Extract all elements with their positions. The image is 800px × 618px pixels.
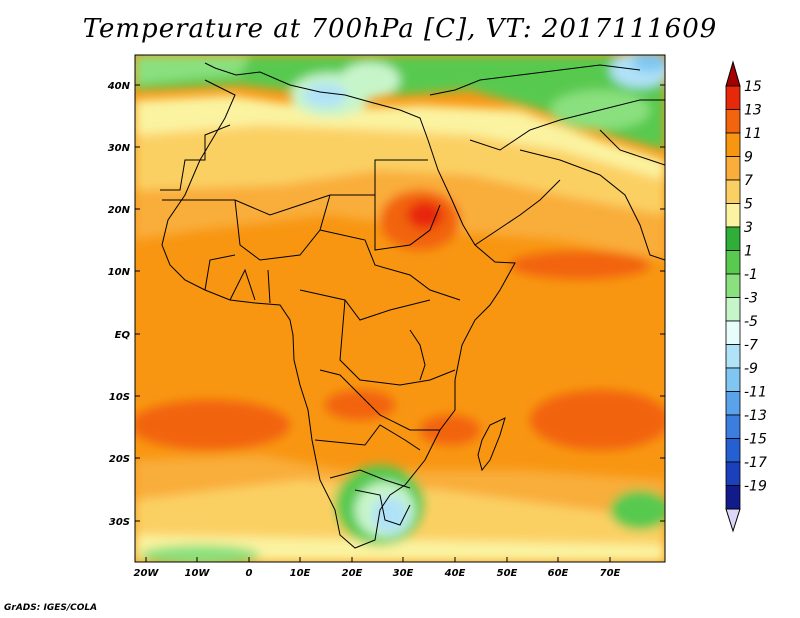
colorbar-bin — [725, 226, 741, 251]
lat-label-30s: 30S — [109, 517, 130, 528]
map-title: Temperature at 700hPa [C], VT: 201711160… — [82, 14, 718, 44]
colorbar-label: -9 — [744, 361, 758, 377]
colorbar-bin — [725, 250, 741, 275]
colorbar-label: 13 — [744, 103, 762, 119]
colorbar-bin — [725, 414, 741, 439]
coastlines — [160, 62, 665, 549]
lon-label-10e: 10E — [290, 568, 311, 579]
colorbar-label: 9 — [744, 150, 753, 166]
plot-frame — [134, 54, 666, 563]
lon-label-60e: 60E — [548, 568, 569, 579]
colorbar-label: 3 — [744, 220, 753, 236]
colorbar-label: 11 — [744, 126, 762, 142]
colorbar-label: -17 — [744, 455, 767, 471]
colorbar: 15 13 11 9 7 5 3 1 -1 -3 -5 -7 -9 -11 -13 -15 -17 -19 — [725, 60, 767, 533]
colorbar-label: 1 — [744, 244, 753, 260]
colorbar-bin — [725, 320, 741, 345]
lon-label-50e: 50E — [497, 568, 518, 579]
colorbar-label: -13 — [744, 408, 767, 424]
lat-label-20s: 20S — [109, 454, 130, 465]
colorbar-label: 15 — [744, 79, 762, 95]
colorbar-bottom-arrow — [725, 508, 741, 533]
colorbar-bin — [725, 132, 741, 157]
colorbar-bin — [725, 461, 741, 486]
colorbar-top-arrow — [725, 60, 741, 87]
colorbar-label: 7 — [744, 173, 753, 189]
lon-ticks: 20W 10W 0 10E 20E 30E 40E 50E 60E 70E — [134, 557, 621, 579]
colorbar-label: -3 — [744, 291, 758, 307]
colorbar-bin — [725, 297, 741, 322]
colorbar-bin — [725, 344, 741, 369]
colorbar-bin — [725, 391, 741, 416]
colorbar-bin — [725, 485, 741, 510]
lat-ticks: 40N 30N 20N 10N EQ 10S 20S 30S — [107, 81, 665, 528]
colorbar-bin — [725, 179, 741, 204]
grads-credit: GrADS: IGES/COLA — [4, 603, 98, 613]
temperature-field — [135, 55, 665, 562]
lon-label-20e: 20E — [342, 568, 363, 579]
lat-label-30n: 30N — [108, 143, 131, 154]
colorbar-label: -11 — [744, 385, 767, 401]
lat-label-40n: 40N — [107, 81, 131, 92]
lon-label-0: 0 — [246, 568, 253, 579]
colorbar-label: -1 — [744, 267, 758, 283]
colorbar-label: -7 — [744, 338, 758, 354]
colorbar-bin — [725, 203, 741, 228]
colorbar-label: -19 — [744, 479, 767, 495]
lon-label-40e: 40E — [444, 568, 466, 579]
lon-label-20w: 20W — [134, 568, 160, 579]
colorbar-bin — [725, 156, 741, 181]
colorbar-label: -5 — [744, 314, 758, 330]
colorbar-label: 5 — [744, 197, 753, 213]
colorbar-bin — [725, 109, 741, 134]
colorbar-label: -15 — [744, 432, 767, 448]
lon-label-70e: 70E — [600, 568, 621, 579]
lat-label-20n: 20N — [108, 205, 131, 216]
colorbar-bin — [725, 85, 741, 110]
lat-label-10n: 10N — [108, 267, 131, 278]
lon-label-10w: 10W — [185, 568, 211, 579]
madagascar-outline — [477, 417, 506, 472]
colorbar-bin — [725, 438, 741, 463]
colorbar-bin — [725, 367, 741, 392]
lat-label-eq: EQ — [115, 330, 131, 341]
colorbar-bin — [725, 273, 741, 298]
lat-label-10s: 10S — [109, 392, 130, 403]
lon-label-30e: 30E — [393, 568, 414, 579]
